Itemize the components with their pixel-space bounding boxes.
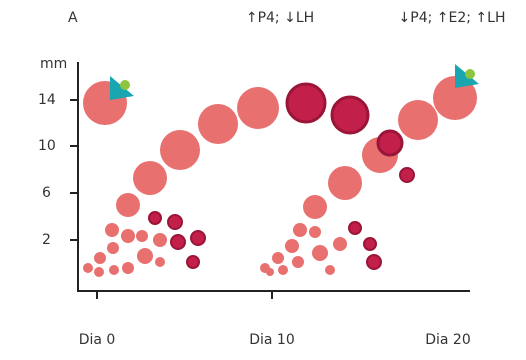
annotation: ↑P4; ↓LH — [246, 10, 314, 26]
y-tick-label: 6 — [42, 185, 51, 201]
y-tick-label: 10 — [38, 138, 56, 154]
follicle — [272, 252, 284, 264]
follicle — [107, 242, 119, 254]
follicle — [133, 161, 167, 195]
follicle — [378, 131, 402, 155]
follicle — [136, 230, 148, 242]
follicle — [266, 268, 274, 276]
x-tick-label: Dia 20 — [425, 332, 471, 348]
follicle — [237, 87, 279, 129]
follicle — [94, 252, 106, 264]
follicle — [105, 223, 119, 237]
follicle — [121, 229, 135, 243]
follicle — [333, 237, 347, 251]
follicle — [364, 238, 376, 250]
follicle — [400, 168, 414, 182]
panel-label: A — [68, 10, 78, 26]
follicle — [109, 265, 119, 275]
follicle — [116, 193, 140, 217]
follicle — [398, 100, 438, 140]
follicle — [137, 248, 153, 264]
follicle — [83, 263, 93, 273]
y-tick-label: 14 — [38, 92, 56, 108]
annotation: ↓P4; ↑E2; ↑LH — [399, 10, 506, 26]
follicle — [312, 245, 328, 261]
ovulation-icon — [110, 76, 134, 100]
ovulation-icon — [455, 64, 479, 88]
follicle — [287, 84, 325, 122]
follicle — [309, 226, 321, 238]
follicle — [325, 265, 335, 275]
follicle — [332, 97, 368, 133]
follicle — [149, 212, 161, 224]
follicle — [198, 104, 238, 144]
follicle — [285, 239, 299, 253]
follicle — [191, 231, 205, 245]
y-unit: mm — [40, 56, 67, 72]
follicle — [155, 257, 165, 267]
follicle — [153, 233, 167, 247]
follicle — [94, 267, 104, 277]
follicle — [303, 195, 327, 219]
follicle — [292, 256, 304, 268]
follicle — [278, 265, 288, 275]
follicle — [349, 222, 361, 234]
x-tick-label: Dia 10 — [249, 332, 295, 348]
follicle — [122, 262, 134, 274]
x-tick-label: Dia 0 — [79, 332, 116, 348]
follicle — [171, 235, 185, 249]
follicle — [168, 215, 182, 229]
diagram: A ↑P4; ↓LH ↓P4; ↑E2; ↑LH mm 14 10 6 2 Di… — [0, 0, 526, 356]
follicle — [293, 223, 307, 237]
y-tick-label: 2 — [42, 232, 51, 248]
follicle — [187, 256, 199, 268]
follicles — [83, 76, 477, 277]
follicle — [328, 166, 362, 200]
follicle — [160, 130, 200, 170]
follicle — [367, 255, 381, 269]
